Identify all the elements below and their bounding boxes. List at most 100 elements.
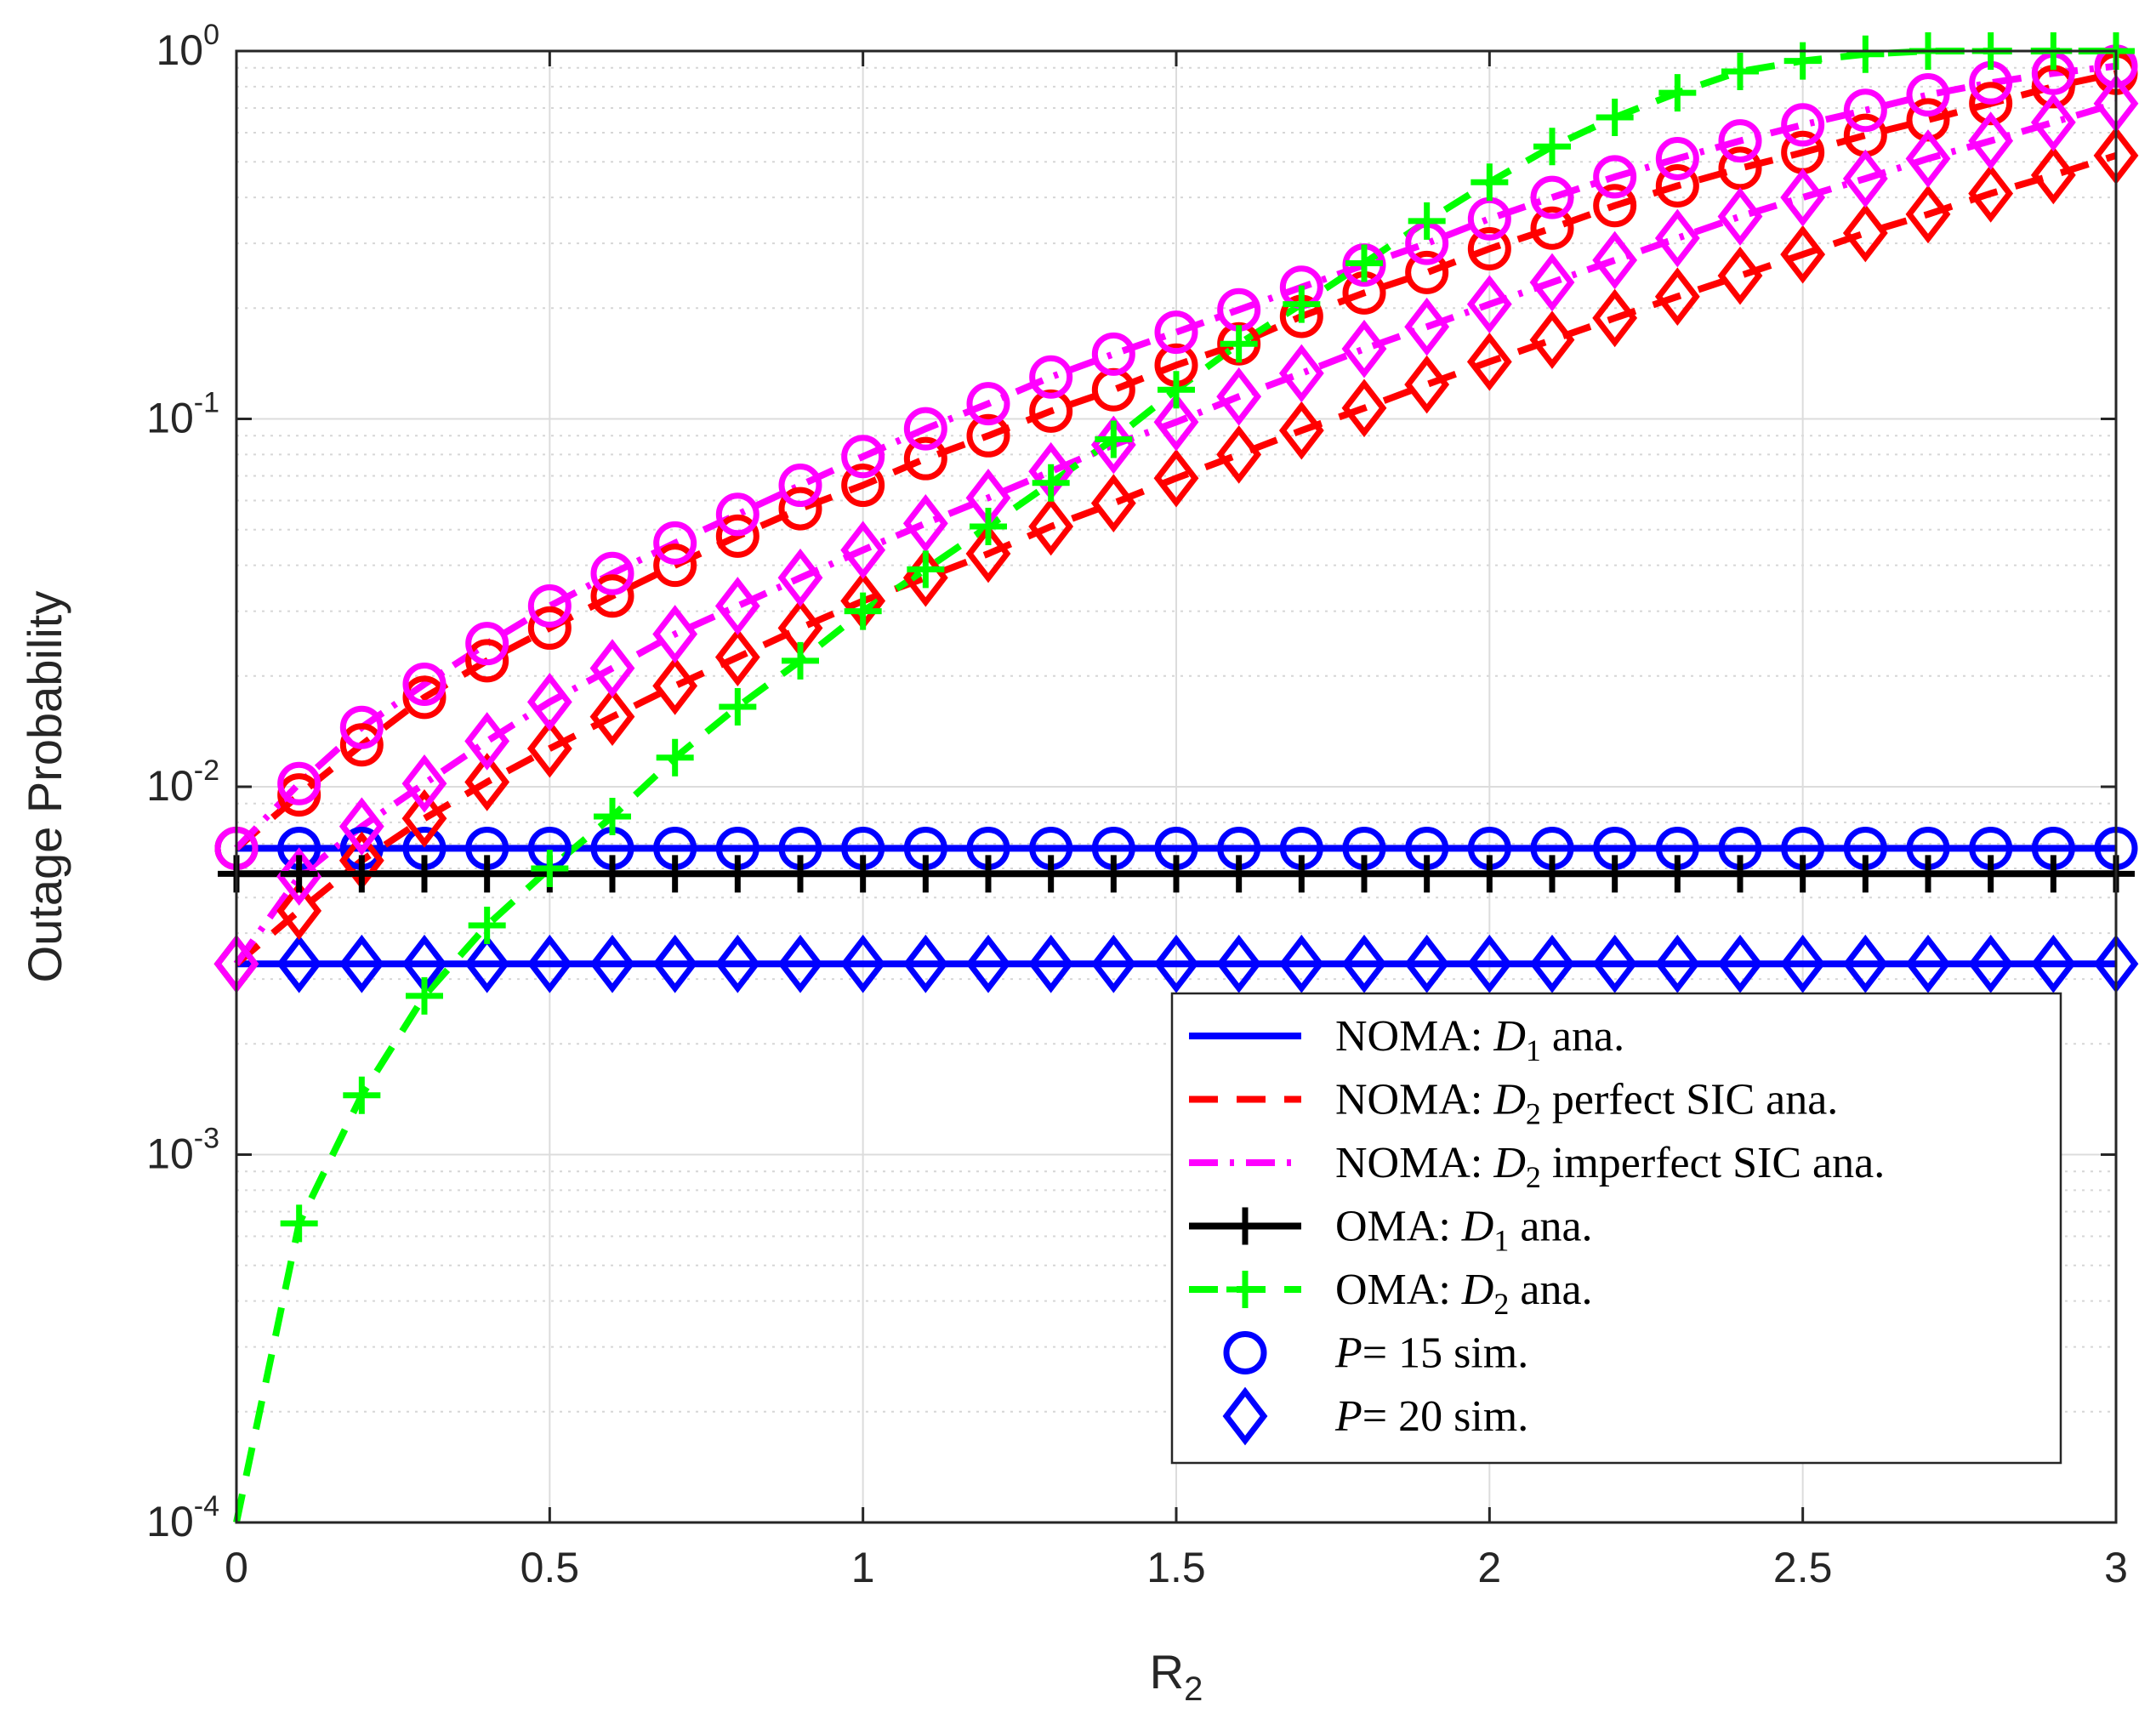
data-point-oma-d2	[970, 507, 1007, 545]
y-tick-exponent: -3	[194, 1123, 219, 1155]
data-point-noma-d1-p-20	[777, 934, 823, 993]
data-point-oma-d2	[594, 797, 631, 835]
data-point-noma-d2-perfect-sic-p-20	[1905, 185, 1951, 244]
data-point-noma-d1-p-20	[1216, 934, 1262, 993]
data-point-noma-d2-imperfect-sic-p-20	[1968, 111, 2014, 170]
data-point-noma-d2-imperfect-sic-p-15	[1154, 310, 1198, 355]
x-tick-label: 2.5	[1773, 1544, 1833, 1591]
data-point-noma-d2-imperfect-sic-p-20	[401, 754, 447, 813]
data-point-oma-d2	[1408, 202, 1446, 240]
data-point-noma-d1-p-20	[1654, 934, 1700, 993]
data-point-oma-d2	[1471, 163, 1509, 202]
data-point-noma-d2-imperfect-sic-p-20	[1905, 129, 1951, 188]
data-point-noma-d2-imperfect-sic-p-20	[1153, 392, 1199, 452]
legend-label: NOMA: D2 perfect SIC ana.	[1335, 1076, 1838, 1131]
data-point-oma-d2	[280, 1204, 318, 1243]
data-point-noma-d2-imperfect-sic-p-20	[1278, 344, 1324, 403]
data-point-noma-d2-imperfect-sic-p-20	[2030, 93, 2076, 152]
legend-label-suffix: perfect SIC ana.	[1541, 1076, 1838, 1124]
data-point-noma-d2-perfect-sic-p-20	[1842, 203, 1888, 263]
data-point-oma-d1	[2034, 855, 2073, 893]
data-point-oma-d1	[343, 855, 381, 893]
data-point-noma-d1-p-20	[1905, 934, 1951, 993]
data-point-noma-d2-imperfect-sic-p-20	[1654, 208, 1700, 268]
legend-label-prefix: OMA:	[1335, 1266, 1462, 1314]
data-point-oma-d1	[656, 855, 694, 893]
legend-label: P= 20 sim.	[1334, 1392, 1528, 1441]
y-tick-exponent: -2	[194, 754, 219, 787]
data-point-noma-d2-imperfect-sic-p-15	[1655, 136, 1699, 180]
data-point-noma-d1-p-20	[276, 934, 322, 993]
data-point-noma-d2-imperfect-sic-p-20	[652, 605, 698, 663]
data-point-noma-d2-perfect-sic-p-20	[1466, 332, 1512, 391]
x-tick-label: 1	[851, 1544, 875, 1591]
data-point-noma-d2-perfect-sic-p-20	[1717, 246, 1763, 305]
data-point-noma-d2-imperfect-sic-p-20	[1592, 230, 1638, 290]
legend-label-variable: P	[1334, 1392, 1362, 1441]
data-point-oma-d1	[1658, 855, 1697, 893]
data-point-noma-d2-perfect-sic-p-20	[1404, 355, 1450, 414]
data-point-oma-d2	[1095, 420, 1133, 458]
data-point-oma-d2	[656, 738, 694, 777]
legend-marker	[1226, 1271, 1264, 1308]
y-tick-label: 10-4	[146, 1490, 219, 1545]
data-point-noma-d1-p-20	[1028, 934, 1074, 993]
data-point-noma-d2-perfect-sic-p-20	[1216, 425, 1262, 484]
y-tick-base: 10	[146, 762, 194, 810]
data-point-noma-d2-perfect-sic-p-20	[1090, 474, 1136, 532]
data-point-oma-d1	[1345, 855, 1383, 893]
data-point-oma-d2	[719, 687, 757, 726]
data-point-oma-d1	[844, 855, 882, 893]
data-point-noma-d2-perfect-sic-p-15	[653, 543, 697, 588]
data-point-noma-d2-perfect-sic-p-20	[1780, 225, 1826, 284]
legend-label-suffix: imperfect SIC ana.	[1541, 1139, 1885, 1187]
legend-label-suffix: = 15 sim.	[1362, 1329, 1528, 1378]
data-point-noma-d2-imperfect-sic-p-15	[277, 761, 321, 805]
x-axis-title-main: R	[1150, 1645, 1184, 1699]
data-point-noma-d1-p-20	[1968, 934, 2014, 993]
data-point-noma-d2-imperfect-sic-p-20	[840, 521, 886, 580]
data-point-oma-d2	[1783, 42, 1822, 80]
data-point-noma-d1-p-20	[1592, 934, 1638, 993]
legend-label-variable: D	[1461, 1203, 1494, 1251]
y-axis-title: Outage Probability	[18, 591, 71, 983]
data-point-noma-d2-perfect-sic-p-20	[589, 687, 635, 747]
y-tick-label: 10-3	[146, 1123, 219, 1178]
y-tick-exponent: 0	[203, 19, 219, 51]
data-point-noma-d2-perfect-sic-p-20	[652, 657, 698, 715]
data-point-oma-d2	[406, 976, 443, 1015]
data-point-noma-d2-perfect-sic-p-15	[903, 436, 947, 481]
y-tick-exponent: -1	[194, 387, 219, 419]
data-point-noma-d2-imperfect-sic-p-20	[464, 712, 510, 771]
data-point-noma-d2-imperfect-sic-p-15	[903, 407, 947, 451]
data-point-noma-d2-imperfect-sic-p-20	[1780, 168, 1826, 227]
x-tick-label: 0	[225, 1544, 248, 1591]
data-point-noma-d1-p-20	[1341, 934, 1387, 993]
x-tick-labels: 0 0.5 1 1.5 2 2.5 3	[225, 1544, 2128, 1591]
data-point-noma-d2-perfect-sic-p-15	[277, 773, 321, 817]
plot-frame	[235, 49, 2118, 1524]
data-point-noma-d2-imperfect-sic-p-15	[1718, 119, 1762, 163]
data-point-oma-d2	[1846, 35, 1885, 73]
data-point-noma-d1-p-20	[464, 934, 510, 993]
series-markers	[213, 32, 2139, 1243]
series-line-noma-d2-perfect-sic-p-20	[234, 151, 2118, 967]
data-point-noma-d2-imperfect-sic-p-20	[1466, 275, 1512, 334]
data-point-noma-d2-perfect-sic-p-15	[590, 574, 634, 618]
x-axis-title: R2	[1150, 1645, 1203, 1708]
y-tick-label: 10-1	[146, 387, 219, 442]
data-point-oma-d1	[1533, 855, 1571, 893]
data-point-noma-d2-perfect-sic-p-20	[965, 524, 1011, 583]
data-point-noma-d1-p-20	[1404, 934, 1450, 993]
data-point-oma-d1	[1909, 855, 1947, 893]
data-point-noma-d2-perfect-sic-p-15	[1593, 184, 1637, 228]
legend-label: P= 15 sim.	[1334, 1329, 1528, 1378]
legend-label-subscript: 2	[1526, 1160, 1541, 1194]
x-tick-label: 2	[1477, 1544, 1501, 1591]
data-point-oma-d2	[844, 592, 882, 630]
data-point-oma-d1	[1158, 855, 1195, 893]
data-point-noma-d1-p-20	[526, 934, 572, 993]
series-line-noma-d2-perfect-sic-p-15	[234, 70, 2117, 851]
data-point-noma-d1-p-20	[2030, 934, 2076, 993]
